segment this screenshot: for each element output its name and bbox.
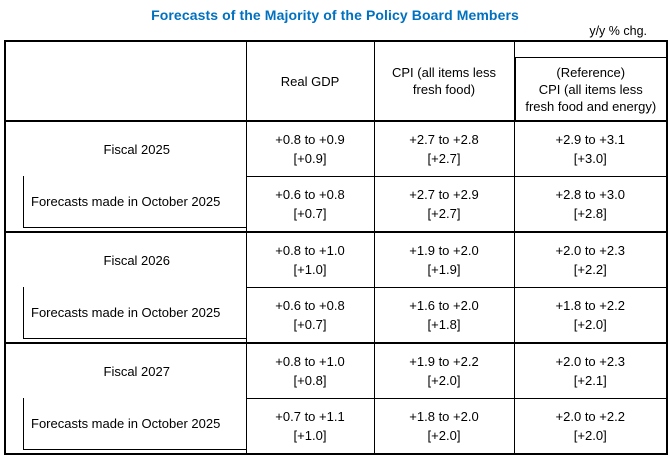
forecast-range: +1.9 to +2.0	[409, 242, 479, 258]
forecast-median: [+3.0]	[573, 150, 607, 166]
row-label: Forecasts made in October 2025	[31, 305, 221, 320]
forecast-range: +2.0 to +2.3	[555, 353, 625, 369]
forecast-range: +1.8 to +2.2	[555, 297, 625, 313]
cell-cpi: +1.9 to +2.0 [+1.9]	[373, 231, 515, 288]
forecast-median: [+2.0]	[573, 427, 607, 443]
cell-cpi-reference: +2.0 to +2.3 [+2.1]	[513, 342, 668, 399]
col-header-ref-line: CPI (all items less	[538, 81, 643, 97]
forecast-range: +2.7 to +2.9	[409, 186, 479, 202]
col-header-cpi-reference: (Reference) CPI (all items less fresh fo…	[513, 40, 668, 122]
forecast-median: [+0.7]	[293, 316, 327, 332]
forecast-median: [+2.7]	[427, 150, 461, 166]
forecast-median: [+2.1]	[573, 372, 607, 388]
forecast-range: +0.6 to +0.8	[275, 186, 345, 202]
row-label-cell: Forecasts made in October 2025	[4, 176, 247, 233]
cell-real-gdp: +0.6 to +0.8 [+0.7]	[245, 286, 375, 344]
row-label: Fiscal 2027	[103, 363, 170, 379]
row-label-cell: Fiscal 2026	[4, 231, 247, 287]
forecast-range: +2.0 to +2.3	[555, 242, 625, 258]
cell-real-gdp: +0.8 to +1.0 [+1.0]	[245, 231, 375, 288]
cell-cpi-reference: +2.9 to +3.1 [+3.0]	[513, 120, 668, 177]
row-label-cell: Fiscal 2025	[4, 120, 247, 176]
forecast-median: [+0.9]	[293, 150, 327, 166]
sub-row-box: Forecasts made in October 2025	[23, 398, 245, 450]
row-label: Forecasts made in October 2025	[31, 194, 221, 209]
sub-row-box: Forecasts made in October 2025	[23, 287, 245, 339]
cell-cpi-reference: +2.0 to +2.3 [+2.2]	[513, 231, 668, 288]
forecast-median: [+1.0]	[293, 261, 327, 277]
forecast-range: +1.8 to +2.0	[409, 408, 479, 424]
row-label: Fiscal 2025	[103, 141, 170, 157]
reference-header-box: (Reference) CPI (all items less fresh fo…	[515, 57, 666, 120]
col-header-cpi-line: CPI (all items less	[391, 65, 497, 80]
col-header-cpi: CPI (all items less fresh food)	[373, 40, 515, 122]
col-header-ref-line: (Reference)	[556, 64, 626, 80]
header-row: Real GDP CPI (all items less fresh food)…	[4, 40, 668, 122]
cell-cpi-reference: +2.0 to +2.2 [+2.0]	[513, 397, 668, 455]
cell-real-gdp: +0.6 to +0.8 [+0.7]	[245, 175, 375, 233]
col-header-cpi-line: fresh food)	[412, 82, 476, 97]
row-label: Forecasts made in October 2025	[31, 416, 221, 431]
table-row-fiscal-2026: Fiscal 2026 +0.8 to +1.0 [+1.0] +1.9 to …	[4, 231, 668, 288]
forecast-range: +0.6 to +0.8	[275, 297, 345, 313]
forecast-range: +0.7 to +1.1	[275, 408, 345, 424]
table-row-fiscal-2025: Fiscal 2025 +0.8 to +0.9 [+0.9] +2.7 to …	[4, 120, 668, 177]
forecast-range: +2.9 to +3.1	[555, 131, 625, 147]
forecast-range: +2.8 to +3.0	[555, 186, 625, 202]
row-label-cell: Forecasts made in October 2025	[4, 287, 247, 344]
cell-cpi-reference: +2.8 to +3.0 [+2.8]	[513, 175, 668, 233]
col-header-ref-line: fresh food and energy)	[525, 98, 657, 114]
forecast-range: +0.8 to +0.9	[275, 131, 345, 147]
forecast-median: [+2.0]	[427, 427, 461, 443]
forecast-range: +2.7 to +2.8	[409, 131, 479, 147]
cell-real-gdp: +0.8 to +1.0 [+0.8]	[245, 342, 375, 399]
col-header-real-gdp: Real GDP	[245, 40, 375, 122]
forecast-median: [+0.8]	[293, 372, 327, 388]
forecast-median: [+1.9]	[427, 261, 461, 277]
cell-cpi: +1.9 to +2.2 [+2.0]	[373, 342, 515, 399]
forecast-median: [+2.0]	[573, 316, 607, 332]
forecast-median: [+2.8]	[573, 205, 607, 221]
table-row-october-forecast: Forecasts made in October 2025 +0.6 to +…	[4, 175, 668, 233]
table-row-fiscal-2027: Fiscal 2027 +0.8 to +1.0 [+0.8] +1.9 to …	[4, 342, 668, 399]
forecast-median: [+0.7]	[293, 205, 327, 221]
forecast-range: +0.8 to +1.0	[275, 242, 345, 258]
header-empty-cell	[4, 40, 247, 122]
sub-row-box: Forecasts made in October 2025	[23, 176, 245, 228]
forecast-range: +2.0 to +2.2	[555, 408, 625, 424]
forecast-median: [+2.2]	[573, 261, 607, 277]
row-label: Fiscal 2026	[103, 252, 170, 268]
table-row-october-forecast: Forecasts made in October 2025 +0.6 to +…	[4, 286, 668, 344]
forecast-table: Real GDP CPI (all items less fresh food)…	[4, 40, 668, 455]
unit-note: y/y % chg.	[589, 24, 647, 38]
cell-cpi: +2.7 to +2.9 [+2.7]	[373, 175, 515, 233]
forecast-range: +1.6 to +2.0	[409, 297, 479, 313]
page-title: Forecasts of the Majority of the Policy …	[151, 7, 519, 23]
row-label-cell: Fiscal 2027	[4, 342, 247, 398]
forecast-median: [+2.0]	[427, 372, 461, 388]
cell-cpi-reference: +1.8 to +2.2 [+2.0]	[513, 286, 668, 344]
forecast-median: [+2.7]	[427, 205, 461, 221]
forecast-range: +1.9 to +2.2	[409, 353, 479, 369]
forecast-median: [+1.8]	[427, 316, 461, 332]
cell-cpi: +1.8 to +2.0 [+2.0]	[373, 397, 515, 455]
cell-real-gdp: +0.7 to +1.1 [+1.0]	[245, 397, 375, 455]
row-label-cell: Forecasts made in October 2025	[4, 398, 247, 455]
forecast-range: +0.8 to +1.0	[275, 353, 345, 369]
cell-cpi: +1.6 to +2.0 [+1.8]	[373, 286, 515, 344]
forecast-median: [+1.0]	[293, 427, 327, 443]
page: Forecasts of the Majority of the Policy …	[0, 7, 670, 455]
cell-real-gdp: +0.8 to +0.9 [+0.9]	[245, 120, 375, 177]
table-row-october-forecast: Forecasts made in October 2025 +0.7 to +…	[4, 397, 668, 455]
cell-cpi: +2.7 to +2.8 [+2.7]	[373, 120, 515, 177]
